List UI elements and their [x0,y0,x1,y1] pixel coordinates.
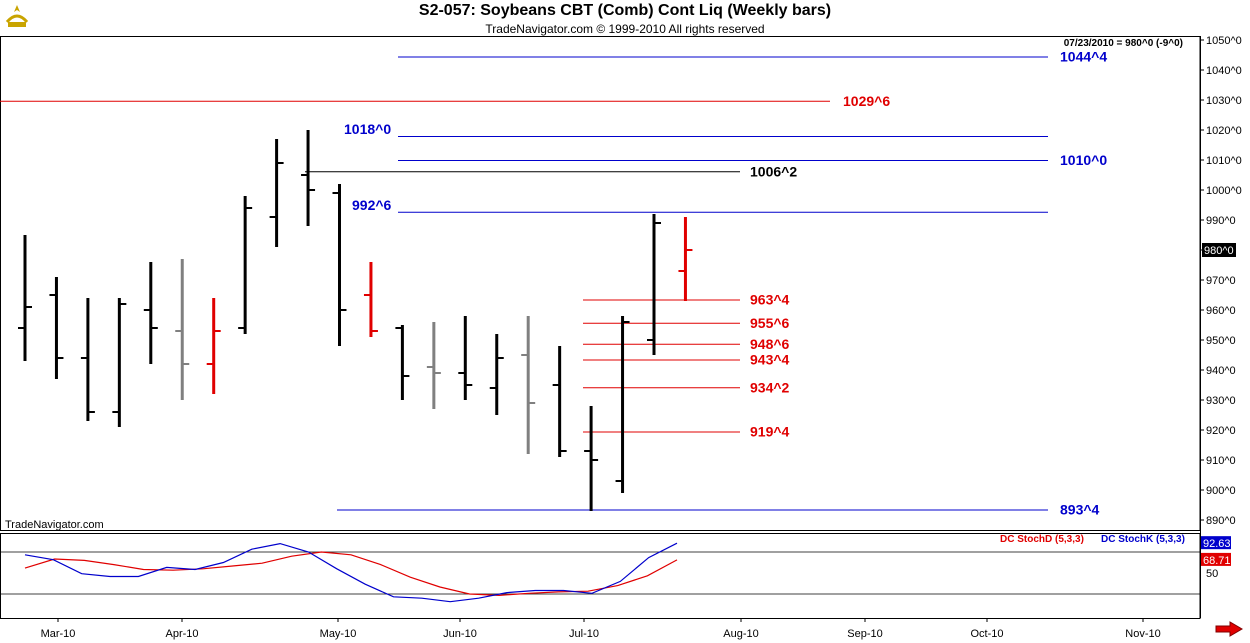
level-label: 943^4 [750,352,790,368]
x-axis-tick-label: Apr-10 [165,628,198,640]
osc-series-stochk [24,542,678,603]
y-axis-tick-label: 900^0 [1206,485,1236,497]
legend-stochd: DC StochD (5,3,3) [1000,534,1084,545]
last-price-box [1202,243,1236,257]
y-axis-tick-label: 940^0 [1206,365,1236,377]
osc-last-value-label: 92.63 [1203,538,1231,550]
osc-last-value-label: 68.71 [1203,555,1231,567]
y-axis-tick-label: 910^0 [1206,455,1236,467]
x-axis-tick-label: Aug-10 [723,628,758,640]
copyright-text: TradeNavigator.com © 1999-2010 All right… [485,22,765,36]
osc-y-axis-label: 50 [1206,568,1218,580]
osc-last-value-box [1201,552,1231,566]
level-label: 992^6 [352,197,392,213]
chart-title: S2-057: Soybeans CBT (Comb) Cont Liq (We… [418,2,832,19]
main-panel-frame [0,36,1201,531]
y-axis-tick-label: 960^0 [1206,305,1236,317]
level-label: 934^2 [750,379,790,395]
x-axis-tick-label: Nov-10 [1125,628,1160,640]
y-axis-tick-label: 1030^0 [1206,95,1242,107]
x-axis-tick-label: Sep-10 [847,628,882,640]
y-axis-tick-label: 1040^0 [1206,65,1242,77]
last-price-label: 980^0 [1204,245,1234,257]
trade-navigator-logo-icon [2,2,32,32]
level-label: 1029^6 [843,93,890,109]
y-axis-tick-label: 970^0 [1206,275,1236,287]
level-label: 1018^0 [344,121,391,137]
level-label: 1010^0 [1060,152,1107,168]
level-label: 893^4 [1060,502,1100,518]
x-axis-tick-label: May-10 [320,628,357,640]
level-label: 1044^4 [1060,49,1107,65]
watermark-text: TradeNavigator.com [5,519,104,531]
level-label: 1006^2 [750,163,797,179]
y-axis-tick-label: 920^0 [1206,425,1236,437]
y-axis-tick-label: 1050^0 [1206,35,1242,47]
level-label: 963^4 [750,292,790,308]
x-axis-tick-label: Mar-10 [41,628,76,640]
last-quote-text: 07/23/2010 = 980^0 (-9^0) [1064,38,1183,49]
osc-last-value-box [1201,536,1231,550]
y-axis-tick-label: 930^0 [1206,395,1236,407]
oscillator-panel-frame [0,533,1201,619]
y-axis-tick-label: 1000^0 [1206,185,1242,197]
y-axis-tick-label: 950^0 [1206,335,1236,347]
y-axis-tick-label: 990^0 [1206,215,1236,227]
level-label: 955^6 [750,315,790,331]
y-axis-tick-label: 1020^0 [1206,125,1242,137]
x-axis-tick-label: Oct-10 [970,628,1003,640]
x-axis-tick-label: Jun-10 [443,628,477,640]
y-axis-tick-label: 1010^0 [1206,155,1242,167]
osc-series-stochd [24,551,678,597]
y-axis-tick-label: 890^0 [1206,515,1236,527]
legend-stochk: DC StochK (5,3,3) [1101,534,1185,545]
level-label: 948^6 [750,336,790,352]
scroll-right-arrow-icon[interactable] [1214,621,1244,637]
x-axis-tick-label: Jul-10 [569,628,599,640]
level-label: 919^4 [750,424,790,440]
